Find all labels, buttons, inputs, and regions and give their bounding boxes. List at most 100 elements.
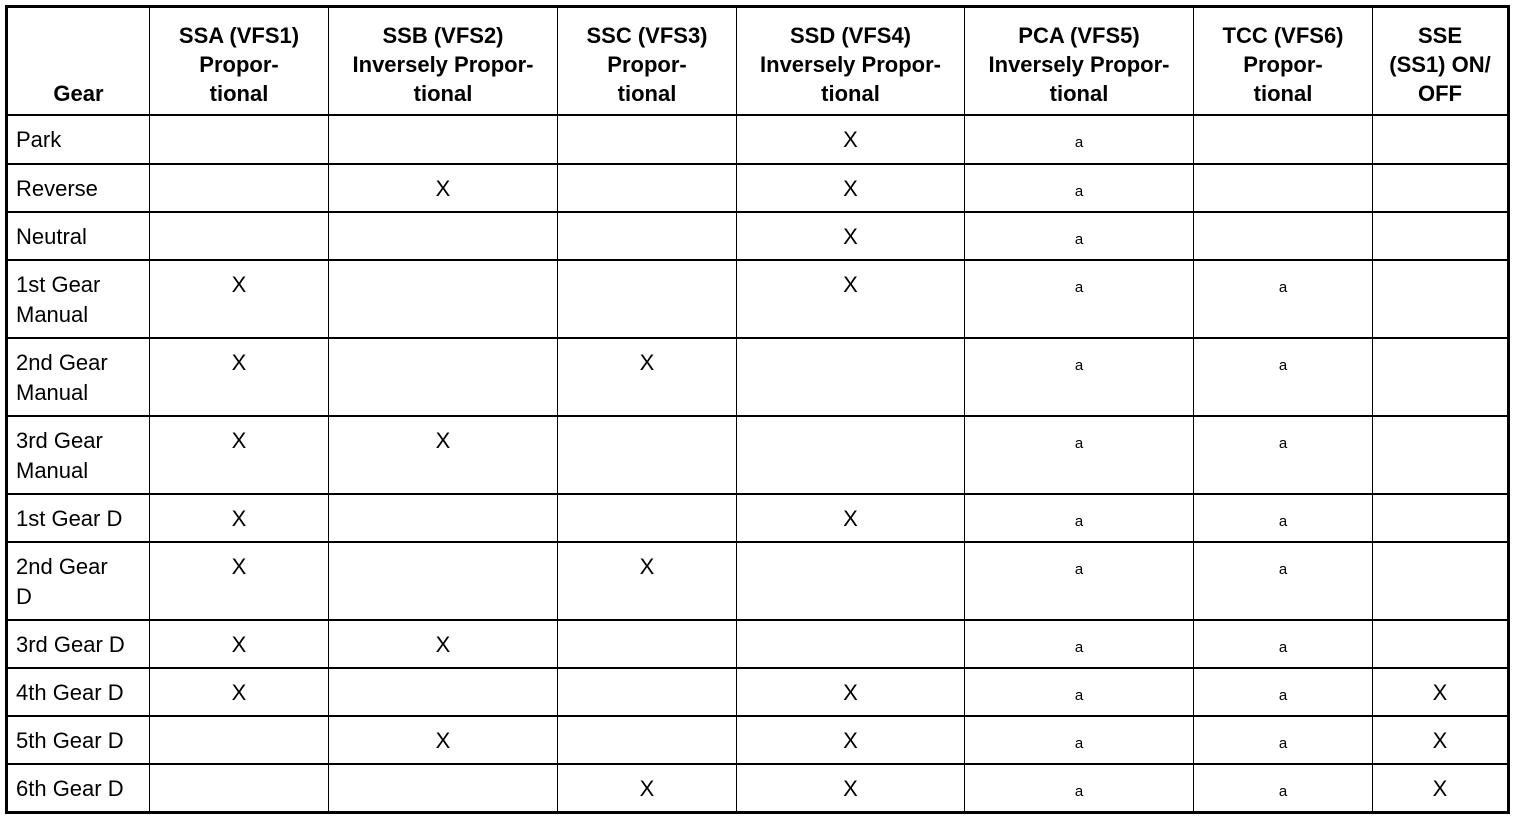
state-cell: X <box>328 619 558 669</box>
footnote-mark: a <box>1074 687 1084 704</box>
gear-cell: 3rd Gear D <box>6 619 150 669</box>
header-column: SSD (VFS4) Inversely Propor-tional <box>736 5 965 116</box>
footnote-mark: a <box>1074 134 1084 151</box>
footnote-mark: a <box>1278 357 1288 374</box>
state-cell <box>557 415 737 495</box>
state-cell: X <box>149 259 329 339</box>
header-column: SSB (VFS2) Inversely Propor-tional <box>328 5 558 116</box>
active-mark: X <box>231 680 247 705</box>
state-cell <box>1193 211 1373 261</box>
gear-label: Manual <box>16 458 89 483</box>
gear-label: Manual <box>16 380 89 405</box>
active-mark: X <box>435 632 451 657</box>
header-gear: Gear <box>6 5 150 116</box>
active-mark: X <box>435 428 451 453</box>
state-cell <box>1372 114 1509 165</box>
footnote-mark: a <box>1278 561 1288 578</box>
footnote-mark: a <box>1074 279 1084 296</box>
state-cell <box>328 259 558 339</box>
state-cell <box>1372 619 1509 669</box>
gear-label: 5th Gear D <box>16 728 124 753</box>
state-cell: a <box>1193 259 1373 339</box>
gear-cell: 1st Gear Manual <box>6 259 150 339</box>
gear-label: 4th Gear D <box>16 680 124 705</box>
footnote-mark: a <box>1278 279 1288 296</box>
active-mark: X <box>231 350 247 375</box>
state-cell <box>1372 493 1509 543</box>
gear-label: 1st Gear D <box>16 506 123 531</box>
state-cell <box>557 114 737 165</box>
state-cell: a <box>964 337 1194 417</box>
footnote-mark: a <box>1278 513 1288 530</box>
gear-label: 2nd Gear <box>16 554 108 579</box>
footnote-mark: a <box>1074 561 1084 578</box>
state-cell: X <box>149 619 329 669</box>
header-text-line: SSA (VFS1) <box>178 23 300 48</box>
header-text-line: SSE <box>1417 23 1463 48</box>
footnote-mark: a <box>1278 783 1288 800</box>
gear-label: 3rd Gear <box>16 428 103 453</box>
state-cell: X <box>328 415 558 495</box>
state-cell: a <box>1193 541 1373 621</box>
state-cell: X <box>736 715 965 765</box>
header-text-line: tional <box>413 81 473 106</box>
footnote-mark: a <box>1074 231 1084 248</box>
active-mark: X <box>639 350 655 375</box>
state-cell <box>328 211 558 261</box>
active-mark: X <box>231 428 247 453</box>
gear-label: 3rd Gear D <box>16 632 125 657</box>
active-mark: X <box>1432 680 1448 705</box>
state-cell <box>557 493 737 543</box>
state-cell: a <box>964 715 1194 765</box>
state-cell <box>149 715 329 765</box>
state-cell: a <box>964 114 1194 165</box>
active-mark: X <box>843 680 858 705</box>
gear-cell: 3rd Gear Manual <box>6 415 150 495</box>
state-cell <box>1372 337 1509 417</box>
active-mark: X <box>231 272 247 297</box>
header-text-line: tional <box>209 81 269 106</box>
gear-cell: 1st Gear D <box>6 493 150 543</box>
footnote-mark: a <box>1074 183 1084 200</box>
footnote-mark: a <box>1074 513 1084 530</box>
state-cell: X <box>1372 763 1509 813</box>
state-cell: a <box>1193 415 1373 495</box>
header-column: SSC (VFS3) Propor-tional <box>557 5 737 116</box>
header-text-line: tional <box>1049 81 1109 106</box>
header-text-line: tional <box>821 81 880 106</box>
footnote-mark: a <box>1278 639 1288 656</box>
footnote-mark: a <box>1074 735 1084 752</box>
state-cell: a <box>1193 493 1373 543</box>
state-cell: a <box>964 541 1194 621</box>
header-column: SSA (VFS1) Propor-tional <box>149 5 329 116</box>
header-column: PCA (VFS5) Inversely Propor-tional <box>964 5 1194 116</box>
footnote-mark: a <box>1074 783 1084 800</box>
state-cell <box>557 715 737 765</box>
gear-cell: 4th Gear D <box>6 667 150 717</box>
state-cell <box>328 114 558 165</box>
header-text-line: (SS1) ON/ <box>1389 52 1491 77</box>
state-cell: X <box>1372 667 1509 717</box>
state-cell: a <box>964 619 1194 669</box>
state-cell: X <box>328 715 558 765</box>
state-cell: X <box>736 259 965 339</box>
header-text-line: SSD (VFS4) <box>789 23 912 48</box>
gear-cell: Neutral <box>6 211 150 261</box>
state-cell: X <box>328 163 558 213</box>
footnote-mark: a <box>1278 687 1288 704</box>
header-text-line: TCC (VFS6) <box>1222 23 1344 48</box>
state-cell: X <box>736 211 965 261</box>
state-cell: X <box>557 763 737 813</box>
active-mark: X <box>843 272 858 297</box>
active-mark: X <box>435 728 451 753</box>
footnote-mark: a <box>1074 639 1084 656</box>
state-cell: X <box>149 415 329 495</box>
header-text-line: SSC (VFS3) <box>586 23 708 48</box>
